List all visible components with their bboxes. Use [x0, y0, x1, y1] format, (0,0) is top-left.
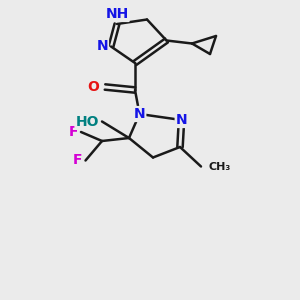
Text: N: N [134, 107, 145, 121]
Text: N: N [96, 40, 108, 53]
Text: NH: NH [105, 7, 129, 21]
Text: F: F [73, 154, 82, 167]
Text: O: O [87, 80, 99, 94]
Text: CH₃: CH₃ [208, 161, 231, 172]
Text: HO: HO [76, 115, 99, 128]
Text: F: F [68, 125, 78, 139]
Text: N: N [176, 113, 187, 127]
